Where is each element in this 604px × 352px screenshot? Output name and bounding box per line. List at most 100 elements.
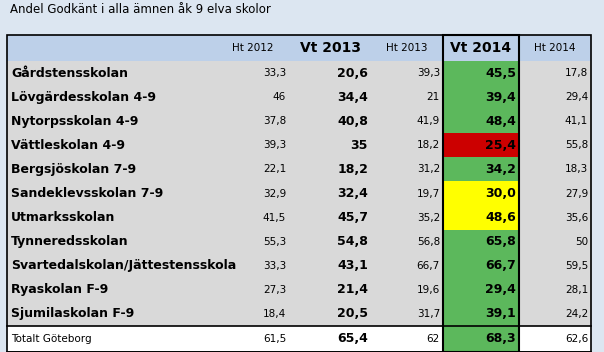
Bar: [289, 302, 371, 326]
Text: Utmarksskolan: Utmarksskolan: [11, 211, 115, 224]
Bar: [217, 326, 289, 352]
Bar: [519, 109, 591, 133]
Text: Gårdstensskolan: Gårdstensskolan: [11, 67, 128, 80]
Bar: [443, 206, 519, 230]
Bar: [519, 302, 591, 326]
Text: 39,1: 39,1: [485, 307, 516, 320]
Text: 46: 46: [273, 92, 286, 102]
Bar: [7, 181, 217, 206]
Bar: [371, 302, 443, 326]
Bar: [7, 230, 217, 254]
Text: 27,9: 27,9: [565, 189, 588, 199]
Bar: [443, 35, 519, 352]
Text: 35,2: 35,2: [417, 213, 440, 222]
Bar: [7, 278, 217, 302]
Bar: [7, 326, 217, 352]
Text: Totalt Göteborg: Totalt Göteborg: [11, 334, 92, 344]
Text: 32,9: 32,9: [263, 189, 286, 199]
Bar: [519, 61, 591, 85]
Text: 45,7: 45,7: [337, 211, 368, 224]
Bar: [217, 181, 289, 206]
Text: 29,4: 29,4: [565, 92, 588, 102]
Text: 39,3: 39,3: [417, 68, 440, 78]
Text: 19,6: 19,6: [417, 285, 440, 295]
Text: 28,1: 28,1: [565, 285, 588, 295]
Bar: [443, 109, 519, 133]
Bar: [289, 230, 371, 254]
Text: 62,6: 62,6: [565, 334, 588, 344]
Text: 18,3: 18,3: [565, 164, 588, 174]
Text: Nytorpsskolan 4-9: Nytorpsskolan 4-9: [11, 115, 138, 128]
Bar: [371, 206, 443, 230]
Bar: [519, 230, 591, 254]
Bar: [217, 206, 289, 230]
Bar: [519, 278, 591, 302]
Bar: [7, 35, 591, 61]
Text: 35: 35: [351, 139, 368, 152]
Text: 65,8: 65,8: [485, 235, 516, 248]
Bar: [7, 206, 217, 230]
Bar: [217, 61, 289, 85]
Text: 20,6: 20,6: [337, 67, 368, 80]
Bar: [371, 230, 443, 254]
Text: 40,8: 40,8: [337, 115, 368, 128]
Bar: [371, 181, 443, 206]
Bar: [443, 133, 519, 157]
Bar: [289, 278, 371, 302]
Bar: [7, 302, 217, 326]
Text: Andel Godkänt i alla ämnen åk 9 elva skolor: Andel Godkänt i alla ämnen åk 9 elva sko…: [10, 3, 271, 16]
Text: 39,4: 39,4: [485, 90, 516, 103]
Text: 45,5: 45,5: [485, 67, 516, 80]
Bar: [371, 326, 443, 352]
Text: 35,6: 35,6: [565, 213, 588, 222]
Text: 56,8: 56,8: [417, 237, 440, 247]
Text: 31,2: 31,2: [417, 164, 440, 174]
Bar: [289, 206, 371, 230]
Text: 34,2: 34,2: [485, 163, 516, 176]
Bar: [7, 85, 217, 109]
Text: 65,4: 65,4: [337, 333, 368, 346]
Bar: [289, 181, 371, 206]
Text: Vt 2013: Vt 2013: [300, 41, 361, 55]
Text: 41,5: 41,5: [263, 213, 286, 222]
Bar: [371, 109, 443, 133]
Text: Sjumilaskolan F-9: Sjumilaskolan F-9: [11, 307, 134, 320]
Bar: [519, 133, 591, 157]
Bar: [289, 61, 371, 85]
Bar: [519, 254, 591, 278]
Bar: [217, 254, 289, 278]
Bar: [443, 326, 519, 352]
Text: 18,4: 18,4: [263, 309, 286, 319]
Text: 66,7: 66,7: [485, 259, 516, 272]
Text: 24,2: 24,2: [565, 309, 588, 319]
Text: 19,7: 19,7: [417, 189, 440, 199]
Bar: [217, 278, 289, 302]
Bar: [7, 133, 217, 157]
Text: Vt 2014: Vt 2014: [451, 41, 512, 55]
Text: Tynneredsskolan: Tynneredsskolan: [11, 235, 129, 248]
Text: 54,8: 54,8: [337, 235, 368, 248]
Bar: [289, 326, 371, 352]
Text: 22,1: 22,1: [263, 164, 286, 174]
Bar: [217, 85, 289, 109]
Bar: [519, 326, 591, 352]
Text: 18,2: 18,2: [417, 140, 440, 150]
Text: Ht 2013: Ht 2013: [386, 43, 428, 53]
Text: 55,8: 55,8: [565, 140, 588, 150]
Text: Bergsjöskolan 7-9: Bergsjöskolan 7-9: [11, 163, 136, 176]
Text: 17,8: 17,8: [565, 68, 588, 78]
Text: 33,3: 33,3: [263, 261, 286, 271]
Text: 55,3: 55,3: [263, 237, 286, 247]
Text: 48,4: 48,4: [485, 115, 516, 128]
Text: Ht 2014: Ht 2014: [535, 43, 576, 53]
Text: 29,4: 29,4: [485, 283, 516, 296]
Bar: [443, 181, 519, 206]
Text: 50: 50: [575, 237, 588, 247]
Text: 30,0: 30,0: [485, 187, 516, 200]
Bar: [371, 85, 443, 109]
Bar: [443, 157, 519, 181]
Bar: [443, 302, 519, 326]
Text: 41,1: 41,1: [565, 116, 588, 126]
Bar: [371, 254, 443, 278]
Bar: [289, 133, 371, 157]
